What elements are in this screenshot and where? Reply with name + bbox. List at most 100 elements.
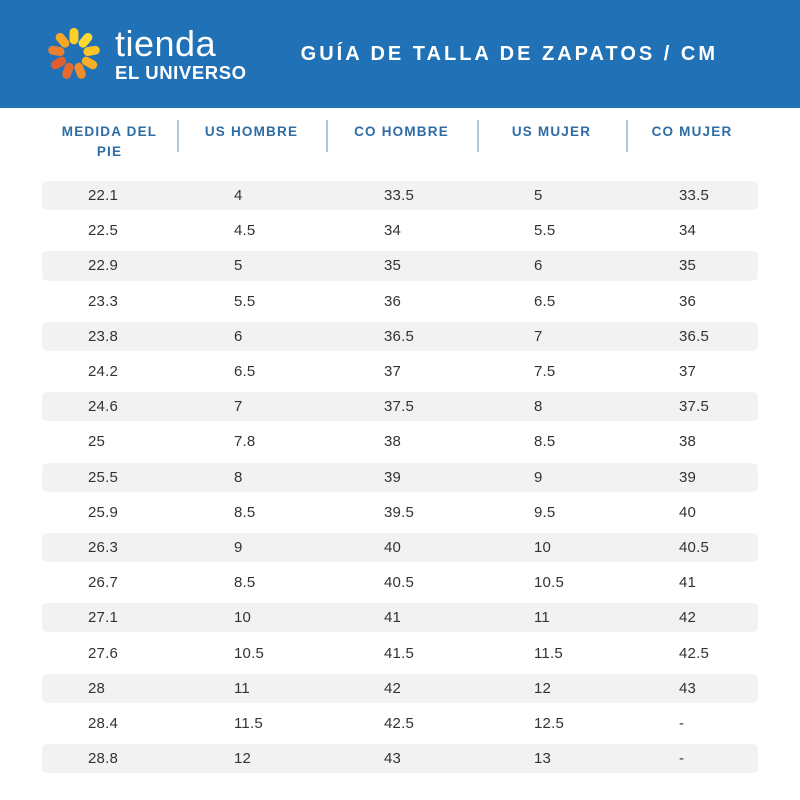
table-row: 28 11 42 12 43 [42,670,758,706]
cell-us_mujer: 6.5 [534,292,556,310]
brand-name: tienda EL UNIVERSO [115,22,247,83]
cell-us_hombre: 8.5 [234,574,256,592]
cell-co_hombre: 36.5 [384,327,414,345]
cell-co_hombre: 41.5 [384,644,414,662]
cell-co_mujer: 40.5 [679,538,709,556]
cell-us_hombre: 12 [234,750,252,768]
cell-medida_del_pie: 28.4 [88,714,118,732]
cell-co_mujer: 42 [679,609,697,627]
brand-logo: tienda EL UNIVERSO [45,25,247,83]
cell-co_hombre: 36 [384,292,402,310]
table-row: 25.9 8.5 39.5 9.5 40 [42,495,758,530]
cell-co_hombre: 34 [384,222,402,240]
cell-us_mujer: 12 [534,679,552,697]
cell-medida_del_pie: 27.6 [88,644,118,662]
cell-co_mujer: 40 [679,503,697,521]
table-row: 28.4 11.5 42.5 12.5 - [42,706,758,741]
cell-medida_del_pie: 28.8 [88,750,118,768]
cell-co_hombre: 42 [384,679,402,697]
table-row: 25.5 8 39 9 39 [42,459,758,495]
cell-medida_del_pie: 24.2 [88,363,118,381]
cell-medida_del_pie: 25.5 [88,468,118,486]
brand-name-line2: EL UNIVERSO [115,61,247,83]
cell-us_hombre: 6 [234,327,243,345]
table-row: 23.3 5.5 36 6.5 36 [42,284,758,319]
cell-us_mujer: 10 [534,538,552,556]
table-row: 25 7.8 38 8.5 38 [42,424,758,459]
cell-co_hombre: 42.5 [384,714,414,732]
table-row: 23.8 6 36.5 7 36.5 [42,318,758,354]
cell-medida_del_pie: 25 [88,433,106,451]
cell-us_hombre: 6.5 [234,363,256,381]
sunburst-icon [48,27,100,79]
column-header-us-hombre: US HOMBRE [177,120,326,178]
page-title: GUÍA DE TALLA DE ZAPATOS / CM [300,42,719,65]
cell-medida_del_pie: 25.9 [88,503,118,521]
cell-co_mujer: 42.5 [679,644,709,662]
cell-co_hombre: 37 [384,363,402,381]
cell-co_mujer: 36 [679,292,697,310]
cell-us_mujer: 9.5 [534,503,556,521]
cell-us_mujer: 8.5 [534,433,556,451]
cell-us_mujer: 5 [534,187,543,205]
cell-us_hombre: 5.5 [234,292,256,310]
cell-us_mujer: 6 [534,257,543,275]
brand-name-line1: tienda [115,22,217,64]
cell-us_hombre: 10 [234,609,252,627]
cell-co_hombre: 43 [384,750,402,768]
header: tienda EL UNIVERSO GUÍA DE TALLA DE ZAPA… [0,0,800,108]
cell-medida_del_pie: 23.8 [88,327,118,345]
cell-co_mujer: 35 [679,257,697,275]
cell-co_hombre: 39 [384,468,402,486]
table-row: 27.1 10 41 11 42 [42,600,758,636]
cell-co_hombre: 33.5 [384,187,414,205]
cell-co_mujer: 41 [679,574,697,592]
cell-us_mujer: 9 [534,468,543,486]
cell-co_hombre: 38 [384,433,402,451]
table-row: 26.7 8.5 40.5 10.5 41 [42,565,758,600]
cell-co_hombre: 40.5 [384,574,414,592]
cell-us_hombre: 11 [234,679,250,697]
cell-medida_del_pie: 28 [88,679,106,697]
cell-us_mujer: 12.5 [534,714,564,732]
cell-us_mujer: 11.5 [534,644,563,662]
cell-co_mujer: 43 [679,679,697,697]
table-body: 22.1 4 33.5 5 33.5 22.5 4.5 34 5.5 34 22.9 5 35 6 35 23… [42,178,758,777]
cell-co_mujer: 37 [679,363,697,381]
cell-us_hombre: 10.5 [234,644,264,662]
table-row: 22.9 5 35 6 35 [42,248,758,284]
table-row: 22.1 4 33.5 5 33.5 [42,178,758,214]
column-header-co-hombre: CO HOMBRE [326,120,477,178]
cell-us_hombre: 9 [234,538,243,556]
cell-us_hombre: 11.5 [234,714,263,732]
cell-us_mujer: 13 [534,750,552,768]
cell-co_mujer: - [679,714,685,732]
cell-medida_del_pie: 22.9 [88,257,118,275]
cell-co_mujer: 39 [679,468,697,486]
cell-co_hombre: 39.5 [384,503,414,521]
cell-co_hombre: 37.5 [384,398,414,416]
cell-medida_del_pie: 24.6 [88,398,118,416]
cell-medida_del_pie: 23.3 [88,292,118,310]
cell-co_hombre: 40 [384,538,402,556]
cell-co_mujer: 33.5 [679,187,709,205]
cell-us_mujer: 7.5 [534,363,556,381]
cell-us_hombre: 8.5 [234,503,256,521]
cell-us_hombre: 5 [234,257,243,275]
cell-us_hombre: 4.5 [234,222,256,240]
table-header-row: MEDIDA DEL PIE US HOMBRE CO HOMBRE US MU… [42,108,758,178]
cell-us_mujer: 11 [534,609,550,627]
cell-co_mujer: 34 [679,222,697,240]
cell-co_mujer: 37.5 [679,398,709,416]
cell-us_mujer: 7 [534,327,543,345]
table-row: 24.6 7 37.5 8 37.5 [42,389,758,425]
cell-us_hombre: 7 [234,398,243,416]
cell-us_mujer: 8 [534,398,543,416]
cell-medida_del_pie: 22.5 [88,222,118,240]
cell-us_hombre: 8 [234,468,243,486]
cell-co_mujer: 36.5 [679,327,709,345]
size-guide-table: MEDIDA DEL PIE US HOMBRE CO HOMBRE US MU… [42,108,758,777]
cell-medida_del_pie: 26.7 [88,574,118,592]
cell-medida_del_pie: 22.1 [88,187,118,205]
table-row: 27.6 10.5 41.5 11.5 42.5 [42,635,758,670]
